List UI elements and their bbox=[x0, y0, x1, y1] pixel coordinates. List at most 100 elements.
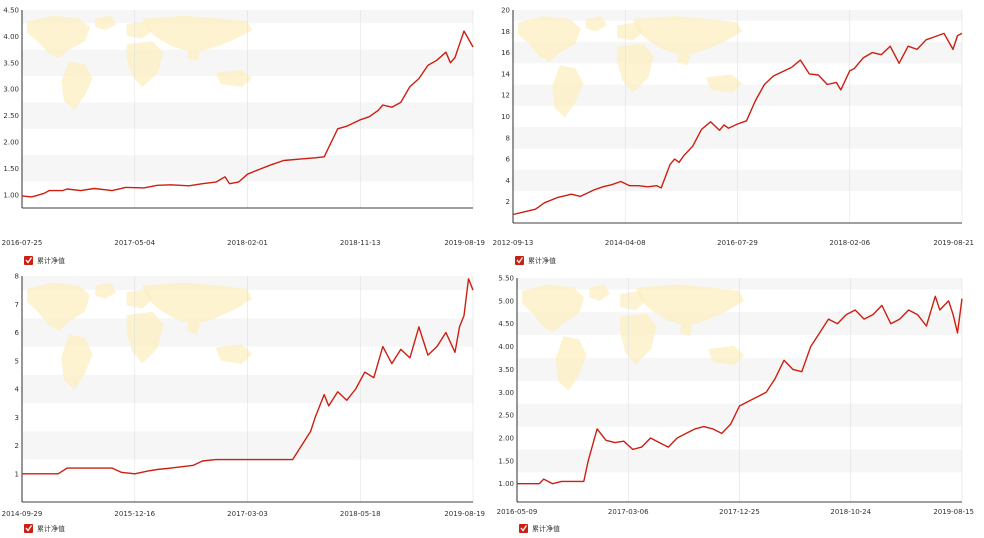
y-tick-label: 14 bbox=[501, 70, 510, 78]
y-tick-label: 7 bbox=[15, 301, 19, 309]
x-tick-label: 2019-08-21 bbox=[933, 239, 974, 247]
world-map-land bbox=[142, 282, 253, 325]
y-tick-label: 3.50 bbox=[498, 366, 514, 374]
legend-label: 累计净值 bbox=[37, 256, 65, 265]
world-map-land bbox=[522, 284, 585, 333]
y-tick-label: 5.00 bbox=[498, 297, 514, 305]
world-map-land bbox=[215, 344, 253, 364]
y-tick-label: 5 bbox=[15, 357, 19, 365]
checkbox-checked-icon[interactable] bbox=[519, 524, 528, 533]
x-tick-label: 2016-05-09 bbox=[497, 508, 538, 516]
check-mark-icon bbox=[25, 257, 33, 264]
y-tick-label: 6 bbox=[15, 329, 20, 337]
world-map-land bbox=[677, 52, 691, 66]
y-tick-label: 2.50 bbox=[498, 412, 514, 420]
y-tick-label: 2 bbox=[506, 198, 510, 206]
check-mark-icon bbox=[516, 257, 524, 264]
x-tick-label: 2019-08-15 bbox=[933, 508, 974, 516]
check-mark-icon bbox=[25, 525, 33, 532]
world-map-land bbox=[552, 65, 584, 118]
legend-label: 累计净值 bbox=[37, 524, 65, 533]
y-tick-label: 1.00 bbox=[3, 191, 19, 199]
x-tick-label: 2014-09-29 bbox=[2, 510, 43, 518]
chart-panel-3: 2014-09-29 2015-12-16 2017-03-03 2018-05-18… bbox=[2, 273, 485, 533]
series-line bbox=[517, 295, 963, 485]
y-tick-label: 4.50 bbox=[498, 320, 514, 328]
world-map-land bbox=[620, 313, 657, 366]
legend-toggle[interactable]: 累计净值 bbox=[515, 256, 556, 265]
legend-toggle[interactable]: 累计净值 bbox=[519, 524, 560, 533]
x-tick-label: 2012-09-13 bbox=[493, 239, 534, 247]
world-map-land bbox=[186, 49, 200, 62]
x-tick-label: 2017-12-25 bbox=[719, 508, 760, 516]
world-map-land bbox=[61, 334, 93, 390]
world-map-land bbox=[679, 323, 693, 337]
y-tick-label: 8 bbox=[506, 134, 510, 142]
y-tick-label: 1.50 bbox=[3, 165, 19, 173]
y-tick-label: 4.00 bbox=[498, 343, 514, 351]
checkbox-checked-icon[interactable] bbox=[24, 256, 33, 265]
x-tick-label: 2018-02-01 bbox=[227, 239, 268, 247]
world-map-land bbox=[585, 16, 607, 32]
x-tick-label: 2016-07-29 bbox=[717, 239, 758, 247]
x-tick-label: 2017-03-06 bbox=[608, 508, 649, 516]
y-tick-label: 20 bbox=[501, 7, 510, 15]
checkbox-checked-icon[interactable] bbox=[24, 524, 33, 533]
y-tick-label: 3.50 bbox=[3, 59, 19, 67]
x-tick-label: 2019-08-19 bbox=[444, 510, 485, 518]
world-map-land bbox=[215, 69, 253, 87]
y-tick-label: 5.50 bbox=[498, 275, 514, 283]
y-tick-label: 3 bbox=[15, 414, 19, 422]
y-tick-label: 3.00 bbox=[498, 389, 514, 397]
x-tick-label: 2017-05-04 bbox=[114, 239, 155, 247]
y-tick-label: 4.50 bbox=[3, 7, 19, 15]
y-tick-label: 2.00 bbox=[498, 435, 514, 443]
world-map-land bbox=[126, 41, 164, 87]
x-tick-label: 2018-05-18 bbox=[340, 510, 381, 518]
world-map-land bbox=[27, 282, 90, 332]
y-tick-label: 4 bbox=[506, 177, 511, 185]
y-tick-label: 2.50 bbox=[3, 112, 19, 120]
x-tick-label: 2016-07-25 bbox=[2, 239, 43, 247]
y-tick-label: 12 bbox=[501, 92, 510, 100]
world-map-land bbox=[555, 336, 587, 391]
world-map-land bbox=[518, 16, 581, 63]
world-map-land bbox=[142, 15, 253, 53]
chart-panel-2: 2012-09-13 2014-04-08 2016-07-29 2018-02-06… bbox=[493, 7, 974, 265]
world-map-land bbox=[632, 16, 743, 57]
checkbox-checked-icon[interactable] bbox=[515, 256, 524, 265]
y-tick-label: 10 bbox=[501, 113, 510, 121]
world-map-land bbox=[617, 43, 654, 93]
x-tick-label: 2018-02-06 bbox=[829, 239, 870, 247]
y-tick-label: 1.00 bbox=[498, 480, 514, 488]
x-tick-label: 2018-10-24 bbox=[830, 508, 871, 516]
world-map-land bbox=[95, 15, 117, 30]
chart-panel-1: 2016-07-25 2017-05-04 2018-02-01 2018-11-13… bbox=[2, 7, 485, 265]
world-map-land bbox=[27, 15, 90, 59]
y-tick-label: 8 bbox=[15, 273, 19, 281]
world-map-land bbox=[186, 321, 200, 335]
legend-toggle[interactable]: 累计净值 bbox=[24, 524, 65, 533]
y-tick-label: 4 bbox=[15, 386, 20, 394]
x-tick-label: 2014-04-08 bbox=[605, 239, 646, 247]
legend-label: 累计净值 bbox=[532, 524, 560, 533]
series-line bbox=[22, 278, 474, 475]
world-map-land bbox=[95, 282, 117, 299]
y-tick-label: 2 bbox=[15, 442, 19, 450]
x-tick-label: 2019-08-19 bbox=[444, 239, 485, 247]
chart-panel-4: 2016-05-09 2017-03-06 2017-12-25 2018-10-24… bbox=[497, 275, 974, 533]
y-tick-label: 18 bbox=[501, 28, 510, 36]
world-map-land bbox=[589, 284, 610, 301]
legend-label: 累计净值 bbox=[528, 256, 556, 265]
legend-toggle[interactable]: 累计净值 bbox=[24, 256, 65, 265]
world-map-land bbox=[708, 345, 745, 366]
world-map-land bbox=[126, 311, 164, 364]
x-tick-label: 2018-11-13 bbox=[340, 239, 381, 247]
y-tick-label: 1 bbox=[15, 470, 19, 478]
x-tick-label: 2015-12-16 bbox=[114, 510, 155, 518]
y-tick-label: 4.00 bbox=[3, 33, 19, 41]
x-tick-label: 2017-03-03 bbox=[227, 510, 268, 518]
series-line bbox=[512, 32, 963, 216]
y-tick-label: 2.00 bbox=[3, 139, 19, 147]
